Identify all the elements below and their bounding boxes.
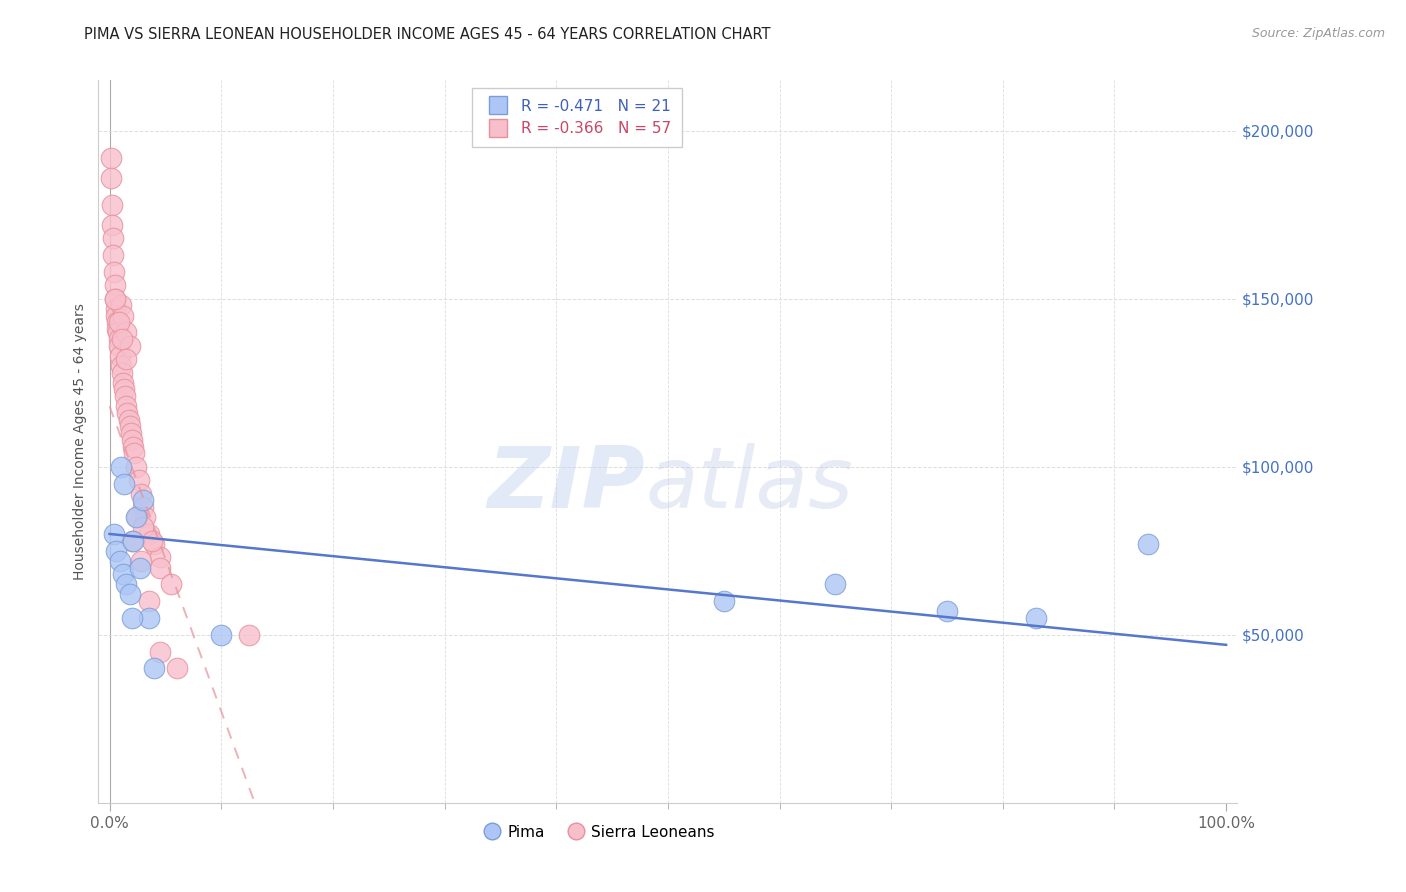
- Point: [141, 533, 163, 548]
- Point: [104, 292, 127, 306]
- Point: [132, 493, 155, 508]
- Point: [115, 577, 138, 591]
- Point: [105, 315, 128, 329]
- Point: [118, 339, 141, 353]
- Point: [107, 332, 129, 346]
- Point: [104, 278, 127, 293]
- Point: [101, 197, 124, 211]
- Text: PIMA VS SIERRA LEONEAN HOUSEHOLDER INCOME AGES 45 - 64 YEARS CORRELATION CHART: PIMA VS SIERRA LEONEAN HOUSEHOLDER INCOM…: [84, 27, 770, 42]
- Point: [103, 248, 125, 262]
- Point: [105, 309, 128, 323]
- Point: [936, 604, 959, 618]
- Point: [138, 611, 160, 625]
- Point: [117, 413, 139, 427]
- Point: [128, 560, 150, 574]
- Point: [108, 339, 131, 353]
- Legend: Pima, Sierra Leoneans: Pima, Sierra Leoneans: [478, 819, 720, 846]
- Point: [121, 611, 143, 625]
- Point: [118, 587, 141, 601]
- Point: [238, 628, 260, 642]
- Point: [143, 537, 166, 551]
- Point: [120, 426, 142, 441]
- Point: [1025, 611, 1047, 625]
- Point: [138, 527, 160, 541]
- Y-axis label: Householder Income Ages 45 - 64 years: Householder Income Ages 45 - 64 years: [73, 303, 87, 580]
- Point: [101, 218, 124, 232]
- Point: [713, 594, 735, 608]
- Point: [107, 326, 129, 340]
- Point: [112, 383, 135, 397]
- Point: [1136, 537, 1159, 551]
- Point: [107, 322, 129, 336]
- Point: [118, 419, 141, 434]
- Point: [824, 577, 846, 591]
- Point: [125, 510, 148, 524]
- Point: [103, 265, 125, 279]
- Point: [149, 560, 172, 574]
- Point: [100, 170, 122, 185]
- Point: [122, 440, 145, 454]
- Point: [110, 298, 132, 312]
- Point: [103, 527, 125, 541]
- Point: [108, 349, 131, 363]
- Point: [160, 577, 183, 591]
- Point: [111, 376, 134, 390]
- Point: [166, 661, 188, 675]
- Point: [115, 352, 138, 367]
- Point: [149, 644, 172, 658]
- Point: [122, 533, 145, 548]
- Point: [149, 550, 172, 565]
- Point: [111, 332, 134, 346]
- Point: [110, 359, 132, 373]
- Text: atlas: atlas: [645, 443, 853, 526]
- Point: [114, 389, 136, 403]
- Point: [132, 520, 155, 534]
- Point: [128, 473, 150, 487]
- Point: [125, 459, 148, 474]
- Point: [132, 500, 155, 514]
- Point: [209, 628, 232, 642]
- Point: [122, 446, 145, 460]
- Point: [121, 533, 143, 548]
- Point: [111, 309, 134, 323]
- Point: [143, 661, 166, 675]
- Point: [129, 486, 152, 500]
- Point: [138, 594, 160, 608]
- Point: [105, 543, 128, 558]
- Point: [111, 366, 134, 380]
- Point: [129, 554, 152, 568]
- Point: [115, 399, 138, 413]
- Point: [117, 406, 139, 420]
- Point: [127, 510, 149, 524]
- Point: [104, 292, 127, 306]
- Point: [110, 459, 132, 474]
- Text: ZIP: ZIP: [488, 443, 645, 526]
- Point: [108, 554, 131, 568]
- Point: [112, 476, 135, 491]
- Point: [104, 301, 127, 316]
- Point: [115, 326, 138, 340]
- Point: [100, 151, 122, 165]
- Point: [134, 510, 156, 524]
- Point: [101, 231, 124, 245]
- Point: [107, 315, 129, 329]
- Text: Source: ZipAtlas.com: Source: ZipAtlas.com: [1251, 27, 1385, 40]
- Point: [111, 567, 134, 582]
- Point: [121, 433, 143, 447]
